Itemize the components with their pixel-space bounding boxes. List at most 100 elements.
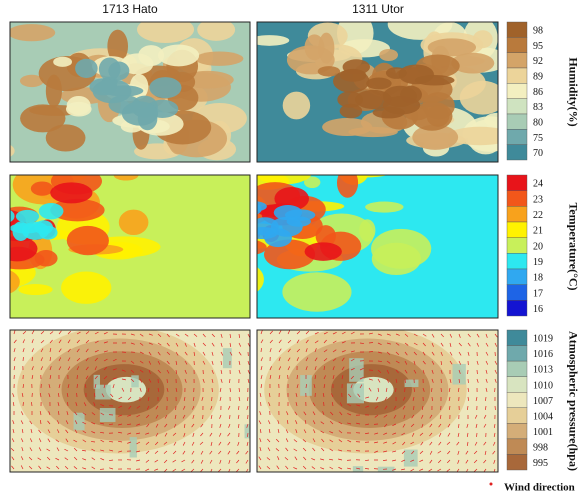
legend-marker bbox=[490, 483, 493, 486]
map-blob bbox=[22, 222, 49, 240]
colorbar-swatch bbox=[507, 408, 527, 424]
map-blob bbox=[283, 92, 310, 120]
map-patch bbox=[131, 375, 138, 387]
colorbar-tick-label: 1016 bbox=[533, 349, 553, 360]
map-panel bbox=[257, 326, 498, 481]
colorbar-swatch bbox=[507, 145, 527, 160]
colorbar-swatch bbox=[507, 114, 527, 129]
map-blob bbox=[322, 118, 372, 136]
map-blob bbox=[379, 49, 398, 61]
map-blob bbox=[372, 243, 421, 275]
colorbar-swatch bbox=[507, 175, 527, 191]
map-blob bbox=[484, 113, 511, 127]
map-blob bbox=[119, 210, 149, 235]
page: {"columns": ["1713 Hato", "1311 Utor"], … bbox=[0, 0, 583, 497]
map-blob bbox=[61, 272, 111, 304]
colorbar-tick-label: 95 bbox=[533, 41, 543, 52]
colorbar-label: Temperature(°C) bbox=[566, 202, 580, 290]
colorbar-swatch bbox=[507, 99, 527, 114]
column-title: 1713 Hato bbox=[102, 2, 158, 16]
colorbar-swatch bbox=[507, 285, 527, 301]
colorbar-swatch bbox=[507, 238, 527, 254]
colorbar-tick-label: 80 bbox=[533, 117, 543, 128]
colorbar-tick-label: 16 bbox=[533, 304, 543, 315]
colorbar-tick-label: 23 bbox=[533, 194, 543, 205]
map-blob bbox=[75, 59, 98, 78]
map-blob bbox=[340, 104, 363, 118]
map-panel bbox=[249, 9, 516, 162]
colorbar-tick-label: 1019 bbox=[533, 334, 553, 345]
figure: 1713 Hato 1311 Utor Wind direction 98 95 9… bbox=[0, 0, 583, 497]
map-blob bbox=[53, 57, 72, 67]
colorbar-swatch bbox=[507, 454, 527, 470]
map-panel bbox=[0, 137, 250, 318]
colorbar-tick-label: 18 bbox=[533, 273, 543, 284]
colorbar-tick-label: 19 bbox=[533, 257, 543, 268]
map-blob bbox=[287, 216, 311, 226]
colorbar-swatch bbox=[507, 361, 527, 377]
colorbar-tick-label: 1010 bbox=[533, 380, 553, 391]
map-blob bbox=[195, 51, 243, 65]
map-blob bbox=[93, 79, 132, 103]
colorbar-tick-label: 22 bbox=[533, 210, 543, 221]
map-panel bbox=[10, 326, 256, 473]
map-patch bbox=[347, 383, 364, 403]
colorbar-tick-label: 24 bbox=[533, 179, 543, 190]
map-patch bbox=[223, 348, 232, 368]
map-blob bbox=[305, 242, 342, 260]
colorbar-swatch bbox=[507, 377, 527, 393]
colorbar-swatch bbox=[507, 37, 527, 52]
map-blob bbox=[18, 284, 52, 295]
colorbar-tick-label: 1007 bbox=[533, 396, 553, 407]
colorbar-tick-label: 89 bbox=[533, 71, 543, 82]
colorbar-swatch bbox=[507, 22, 527, 37]
colorbar-swatch bbox=[507, 222, 527, 238]
colorbar-swatch bbox=[507, 330, 527, 346]
map-patch bbox=[74, 413, 85, 431]
map-blob bbox=[366, 78, 392, 90]
map-blob bbox=[50, 182, 92, 203]
colorbar-tick-label: 17 bbox=[533, 288, 543, 299]
colorbar-tick-label: 21 bbox=[533, 226, 543, 237]
map-blob bbox=[149, 77, 181, 98]
map-blob bbox=[365, 202, 403, 213]
map-patch bbox=[95, 385, 111, 400]
colorbar-swatch bbox=[507, 53, 527, 68]
map-blob bbox=[16, 210, 39, 223]
map-blob bbox=[0, 243, 8, 269]
colorbar-swatch bbox=[507, 83, 527, 98]
map-blob bbox=[158, 44, 199, 66]
colorbar-label: Humidity(%) bbox=[566, 57, 580, 126]
column-title: 1311 Utor bbox=[352, 2, 404, 16]
colorbar-tick-label: 20 bbox=[533, 241, 543, 252]
colorbar-swatch bbox=[507, 300, 527, 316]
colorbar-tick-label: 86 bbox=[533, 87, 543, 98]
colorbar-swatch bbox=[507, 392, 527, 408]
colorbar-tick-label: 1004 bbox=[533, 411, 553, 422]
colorbar-label: Atmospheric pressure(hpa) bbox=[566, 331, 580, 471]
map-blob bbox=[0, 207, 8, 219]
colorbar-swatch bbox=[507, 423, 527, 439]
colorbar-tick-label: 998 bbox=[533, 443, 548, 454]
legend-label: Wind direction bbox=[504, 482, 575, 494]
map-blob bbox=[333, 70, 370, 93]
colorbar-tick-label: 92 bbox=[533, 56, 543, 67]
map-blob bbox=[122, 101, 158, 125]
map-blob bbox=[282, 272, 351, 311]
map-blob bbox=[337, 168, 358, 198]
map-blob bbox=[99, 57, 121, 80]
colorbar-swatch bbox=[507, 129, 527, 144]
colorbar-swatch bbox=[507, 253, 527, 269]
map-blob bbox=[400, 86, 422, 104]
map-patch bbox=[100, 408, 116, 422]
colorbar-tick-label: 98 bbox=[533, 25, 543, 36]
map-patch bbox=[405, 380, 419, 387]
colorbar-tick-label: 83 bbox=[533, 102, 543, 113]
colorbar-tick-label: 75 bbox=[533, 133, 543, 144]
colorbar-swatch bbox=[507, 68, 527, 83]
map-blob bbox=[0, 208, 5, 218]
map-patch bbox=[353, 466, 363, 474]
map-blob bbox=[473, 30, 493, 48]
map-blob bbox=[31, 182, 54, 196]
map-blob bbox=[39, 203, 64, 219]
